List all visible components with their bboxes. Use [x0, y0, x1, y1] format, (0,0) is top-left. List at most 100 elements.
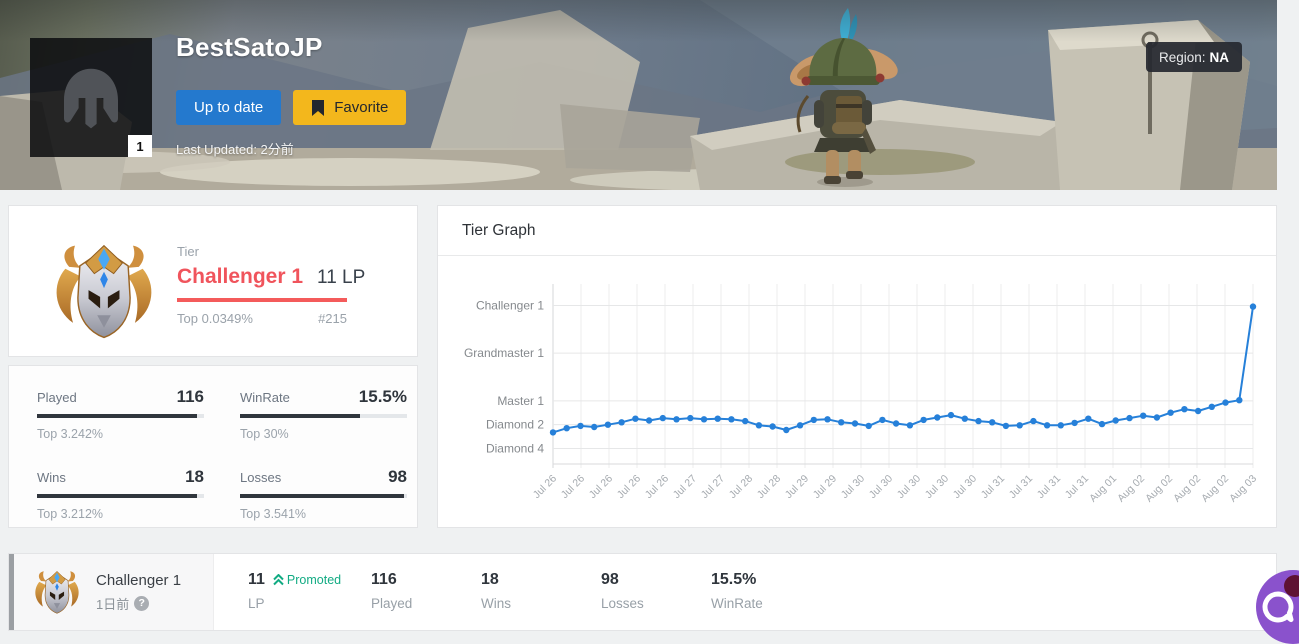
stats-card: Played 116 Top 3.242% WinRate 15.5% Top 30% Wi… [8, 365, 418, 528]
summoner-level-badge: 1 [128, 135, 152, 157]
history-value: 15.5% [711, 571, 757, 588]
stat-bar [37, 414, 204, 418]
tier-card: Tier Challenger 1 11 LP Top 0.0349% #215 [8, 205, 418, 357]
history-value: 11 [248, 571, 265, 588]
history-label: Wins [481, 596, 511, 611]
history-col-wins: 18 Wins [481, 571, 601, 630]
history-accent-bar [9, 554, 14, 630]
stat-top-percent: Top 30% [240, 427, 289, 441]
history-label: Losses [601, 596, 644, 611]
svg-text:Jul 26: Jul 26 [587, 473, 615, 501]
tier-top-percent: Top 0.0349% [177, 311, 253, 326]
svg-text:Challenger 1: Challenger 1 [476, 298, 544, 312]
challenger-emblem-icon [35, 570, 79, 614]
svg-text:Jul 30: Jul 30 [923, 473, 951, 501]
stat-value: 116 [176, 387, 204, 406]
history-value: 18 [481, 571, 499, 588]
svg-text:Master 1: Master 1 [497, 394, 544, 408]
region-label: Region: [1159, 49, 1206, 65]
stat-label: Wins [37, 470, 66, 485]
stat-value: 98 [388, 467, 407, 486]
stat-top-percent: Top 3.212% [37, 507, 104, 521]
tier-label: Tier [177, 244, 199, 259]
history-tier-name: Challenger 1 [96, 571, 182, 589]
profile-banner: 1 BestSatoJP Up to date Favorite Last Up… [0, 0, 1277, 190]
svg-text:Jul 26: Jul 26 [559, 473, 587, 501]
svg-text:Jul 29: Jul 29 [811, 473, 839, 501]
challenger-emblem-icon [55, 244, 153, 339]
stat-value: 18 [185, 467, 204, 486]
stat-label: Played [37, 390, 77, 405]
profile-page: 1 BestSatoJP Up to date Favorite Last Up… [0, 0, 1277, 631]
stat-cell-winrate: WinRate 15.5% Top 30% [240, 387, 407, 441]
banner-actions: Up to date Favorite [176, 90, 407, 125]
stat-top-percent: Top 3.242% [37, 427, 104, 441]
tier-graph-chart: Jul 26 Jul 26 Jul 26 Jul 26 Jul 26 Jul 27 Jul … [464, 284, 1259, 505]
svg-text:Jul 30: Jul 30 [867, 473, 895, 501]
history-time-ago: 1日前 [96, 596, 130, 612]
svg-text:Jul 26: Jul 26 [643, 473, 671, 501]
svg-text:Jul 31: Jul 31 [1035, 473, 1063, 501]
question-mark-circle-icon[interactable]: ? [134, 595, 150, 611]
region-badge: Region: NA [1146, 42, 1243, 72]
svg-text:Aug 01: Aug 01 [1087, 473, 1119, 505]
svg-text:Jul 27: Jul 27 [671, 473, 699, 501]
refresh-button[interactable]: Up to date [176, 90, 282, 125]
svg-text:Jul 31: Jul 31 [1007, 473, 1035, 501]
stat-label: Losses [240, 470, 282, 485]
stat-cell-wins: Wins 18 Top 3.212% [37, 467, 204, 521]
promoted-badge: Promoted [273, 573, 341, 587]
stat-top-percent: Top 3.541% [240, 507, 307, 521]
svg-text:Aug 02: Aug 02 [1115, 473, 1147, 505]
favorite-button-label: Favorite [334, 99, 389, 116]
svg-text:Diamond 2: Diamond 2 [486, 418, 544, 432]
stat-value: 15.5% [358, 387, 407, 406]
last-updated-text: Last Updated: 2分前 [176, 142, 294, 157]
history-col-winrate: 15.5% WinRate [711, 571, 871, 630]
svg-text:Diamond 4: Diamond 4 [486, 442, 544, 456]
notification-dot [1284, 575, 1299, 597]
tier-graph-title: Tier Graph [438, 206, 1276, 256]
svg-text:Jul 30: Jul 30 [895, 473, 923, 501]
bookmark-icon [312, 99, 325, 116]
svg-text:Jul 26: Jul 26 [531, 473, 559, 501]
svg-text:Jul 30: Jul 30 [839, 473, 867, 501]
history-col-played: 116 Played [371, 571, 481, 630]
summoner-avatar: 1 [30, 38, 152, 157]
history-label: WinRate [711, 596, 763, 611]
svg-text:Aug 02: Aug 02 [1171, 473, 1203, 505]
svg-text:Aug 02: Aug 02 [1143, 473, 1175, 505]
svg-text:Jul 29: Jul 29 [783, 473, 811, 501]
favorite-button[interactable]: Favorite [293, 90, 407, 125]
stats-grid: Played 116 Top 3.242% WinRate 15.5% Top 30% Wi… [9, 366, 417, 521]
spartan-helmet-icon [64, 68, 118, 128]
double-chevron-up-icon [273, 574, 284, 586]
svg-text:Jul 27: Jul 27 [699, 473, 727, 501]
stat-label: WinRate [240, 390, 290, 405]
history-col-losses: 98 Losses [601, 571, 711, 630]
history-label: LP [248, 596, 265, 611]
svg-text:Aug 02: Aug 02 [1199, 473, 1231, 505]
tier-ladder-rank: #215 [318, 311, 347, 326]
svg-text:Jul 28: Jul 28 [755, 473, 783, 501]
teemo-character [789, 8, 898, 187]
history-col-lp: 11 Promoted LP [248, 571, 371, 630]
svg-text:Jul 31: Jul 31 [979, 473, 1007, 501]
history-value: 98 [601, 571, 619, 588]
history-label: Played [371, 596, 413, 611]
stat-bar [240, 494, 407, 498]
region-value: NA [1209, 49, 1230, 65]
history-stats-section: 11 Promoted LP 116 Played 18 Wins 98 Losses 15.5%… [214, 554, 871, 630]
history-tier-section: Challenger 1 1日前 ? [14, 554, 214, 630]
history-value: 116 [371, 571, 397, 588]
summoner-name: BestSatoJP [176, 32, 323, 62]
stat-cell-losses: Losses 98 Top 3.541% [240, 467, 407, 521]
stat-bar [240, 414, 407, 418]
svg-text:Jul 28: Jul 28 [727, 473, 755, 501]
tier-graph-card: Tier Graph Jul 26 Jul 26 Jul 26 Jul 26 Jul 2… [437, 205, 1277, 528]
svg-text:Jul 26: Jul 26 [615, 473, 643, 501]
svg-text:Aug 03: Aug 03 [1227, 473, 1259, 505]
speech-bubble-icon [1262, 591, 1294, 623]
tier-underline [177, 298, 347, 302]
stat-cell-played: Played 116 Top 3.242% [37, 387, 204, 441]
